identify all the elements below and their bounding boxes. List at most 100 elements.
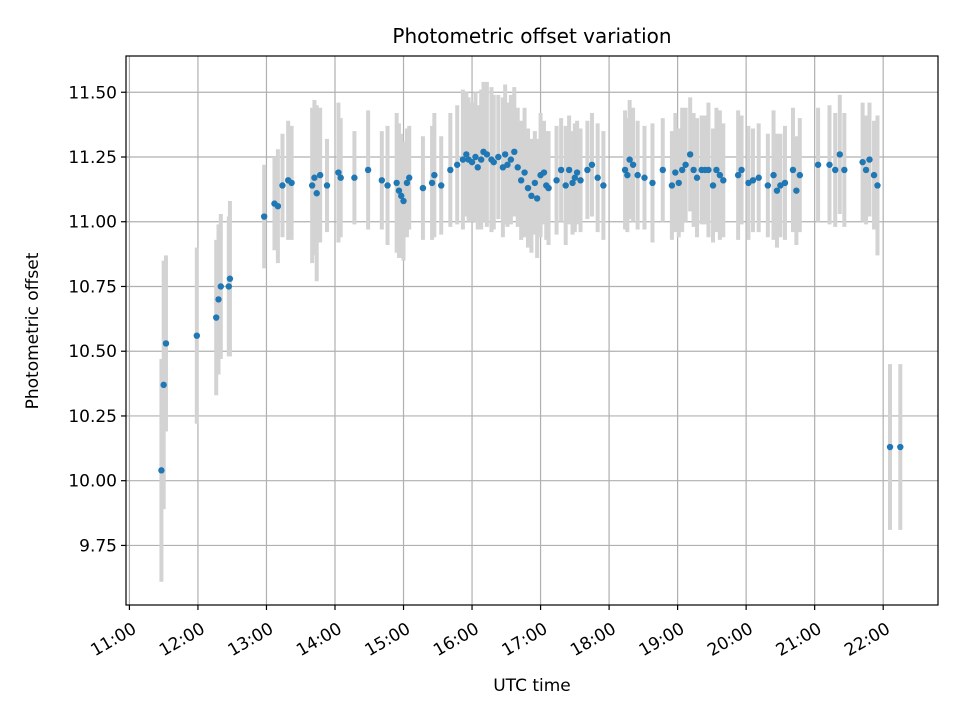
data-point (490, 158, 497, 166)
data-point (533, 195, 541, 202)
data-point (781, 179, 789, 187)
y-tick-label: 11.50 (68, 83, 117, 103)
data-point (225, 283, 232, 290)
y-tick-label: 10.75 (68, 277, 117, 297)
data-point (468, 158, 476, 166)
data-point (870, 171, 878, 179)
data-point (682, 161, 689, 168)
data-point (573, 169, 581, 176)
data-point (400, 197, 407, 205)
data-point (826, 161, 833, 168)
data-point (773, 187, 781, 194)
data-point (690, 166, 697, 174)
data-point (364, 166, 372, 174)
data-point (316, 171, 324, 179)
data-point (749, 177, 757, 184)
data-point (577, 177, 584, 184)
data-point (675, 179, 682, 187)
data-point (886, 443, 894, 451)
data-point (571, 174, 579, 181)
data-point (419, 184, 427, 192)
data-point (398, 192, 405, 200)
data-point (351, 174, 358, 181)
data-point (720, 177, 727, 184)
data-point (217, 283, 224, 290)
data-point (495, 153, 502, 161)
data-point (686, 151, 694, 158)
y-tick-label: 11.25 (68, 148, 117, 168)
data-point (453, 161, 461, 168)
data-point (438, 182, 445, 189)
data-point (335, 169, 342, 176)
data-point (814, 161, 822, 168)
data-points (158, 148, 904, 474)
data-point (897, 443, 904, 451)
data-point (274, 202, 282, 210)
data-point (764, 182, 772, 189)
data-point (734, 171, 742, 179)
y-tick-label: 9.75 (79, 536, 117, 556)
data-point (215, 296, 222, 303)
data-point (463, 151, 470, 158)
data-point (459, 156, 467, 163)
data-point (600, 182, 607, 189)
data-point (796, 171, 804, 179)
data-point (693, 174, 701, 181)
data-point (668, 182, 676, 189)
data-point (713, 166, 720, 174)
data-point (557, 166, 565, 174)
data-point (641, 174, 648, 181)
data-point (395, 187, 403, 194)
y-axis-ticks: 9.75 10.00 10.25 10.50 10.75 11.00 11.25 11.50 (68, 83, 126, 556)
data-point (594, 174, 601, 181)
data-point (624, 171, 631, 179)
data-point (337, 174, 344, 181)
x-axis-label: UTC time (493, 676, 571, 696)
data-point (716, 171, 724, 179)
y-tick-label: 10.00 (68, 472, 117, 492)
data-point (524, 184, 532, 192)
data-point (428, 179, 436, 187)
data-point (584, 166, 591, 174)
plot-frame (125, 55, 939, 606)
data-point (874, 182, 881, 189)
data-point (565, 166, 573, 174)
data-point (474, 164, 481, 171)
data-point (501, 151, 509, 158)
data-point (793, 187, 800, 194)
data-point (545, 184, 552, 192)
data-point (649, 179, 656, 187)
data-point (483, 151, 491, 158)
data-point (540, 169, 548, 176)
data-point (866, 156, 873, 163)
data-point (836, 151, 843, 158)
data-point (629, 161, 637, 168)
data-point (841, 166, 848, 174)
data-point (659, 166, 666, 174)
data-point (279, 182, 286, 189)
data-point (323, 182, 331, 189)
y-tick-label: 10.25 (68, 407, 117, 427)
data-point (553, 177, 560, 184)
data-point (528, 192, 535, 200)
data-point (393, 179, 400, 187)
data-point (403, 179, 411, 187)
data-point (705, 166, 712, 174)
data-point (511, 148, 518, 156)
data-point (313, 190, 320, 197)
data-point (521, 169, 528, 176)
data-point (531, 179, 539, 187)
data-point (384, 182, 391, 189)
data-point (288, 179, 295, 187)
data-point (709, 182, 717, 189)
data-point (588, 161, 596, 168)
data-point (504, 161, 511, 168)
data-point (569, 179, 576, 187)
data-point (162, 340, 170, 347)
y-tick-label: 10.50 (68, 342, 117, 362)
data-point (678, 166, 686, 174)
data-point (226, 275, 234, 282)
y-tick-label: 11.00 (68, 213, 117, 233)
data-point (859, 158, 866, 166)
